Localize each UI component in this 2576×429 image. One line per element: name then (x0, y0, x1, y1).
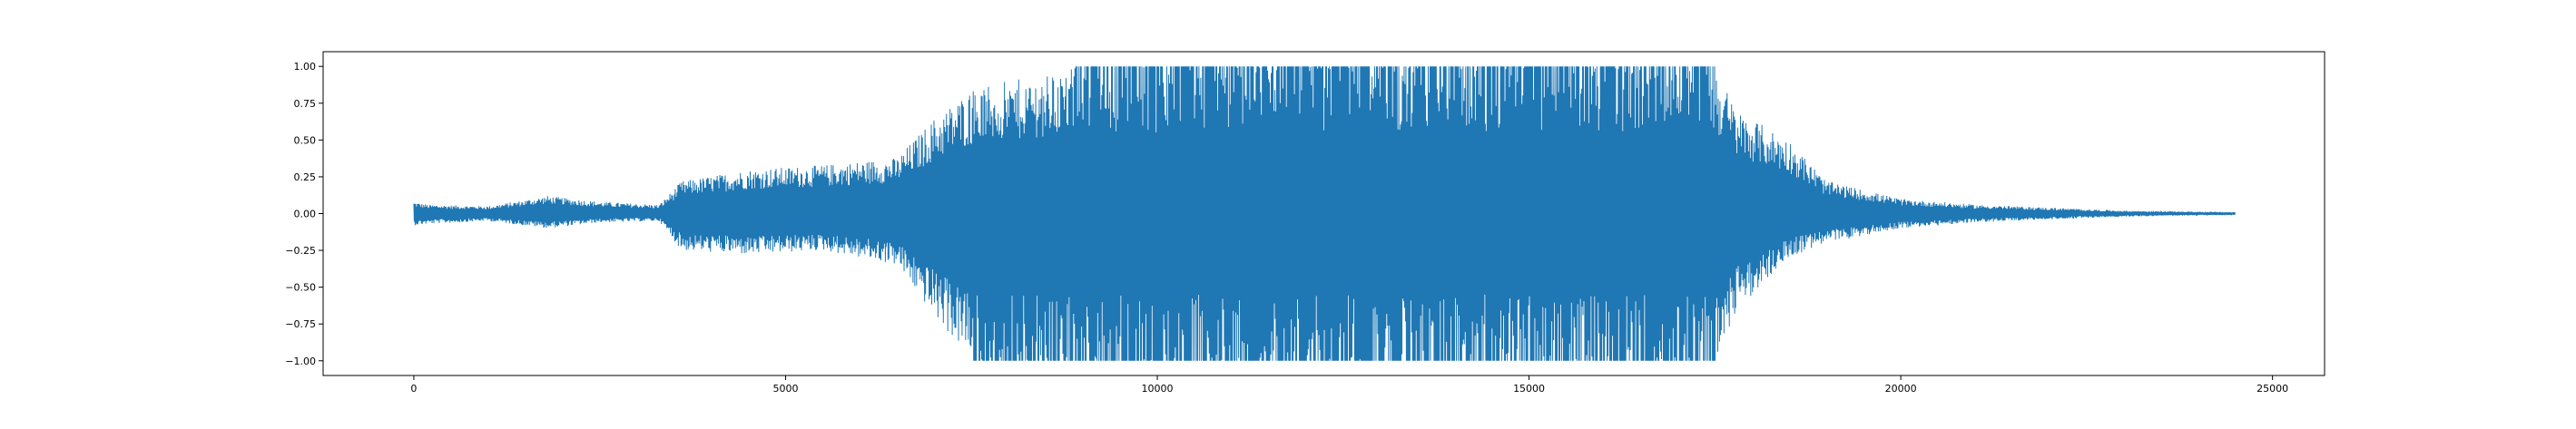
y-tick-label: 0.50 (294, 134, 317, 146)
y-tick-label: 0.75 (294, 98, 317, 110)
y-tick-label: 0.00 (294, 209, 317, 220)
y-tick-label: −0.50 (285, 282, 316, 294)
y-tick-label: −1.00 (285, 356, 316, 367)
y-tick-label: −0.75 (285, 318, 316, 330)
x-axis: 0 5000 10000 15000 20000 25000 (410, 375, 2288, 395)
y-axis: 1.00 0.75 0.50 0.25 0.00 −0.25 −0.50 −0.75 −1.00 (285, 61, 323, 367)
x-tick-label: 5000 (772, 383, 798, 395)
x-tick-label: 25000 (2256, 383, 2288, 395)
x-tick-label: 0 (410, 383, 417, 395)
y-tick-label: −0.25 (285, 245, 316, 257)
y-tick-label: 0.25 (294, 171, 317, 183)
x-tick-label: 15000 (1513, 383, 1545, 395)
x-tick-label: 10000 (1142, 383, 1174, 395)
waveform-series-line (413, 66, 2237, 361)
y-tick-label: 1.00 (294, 61, 317, 73)
x-tick-label: 20000 (1885, 383, 1917, 395)
plot-frame (322, 51, 2325, 376)
